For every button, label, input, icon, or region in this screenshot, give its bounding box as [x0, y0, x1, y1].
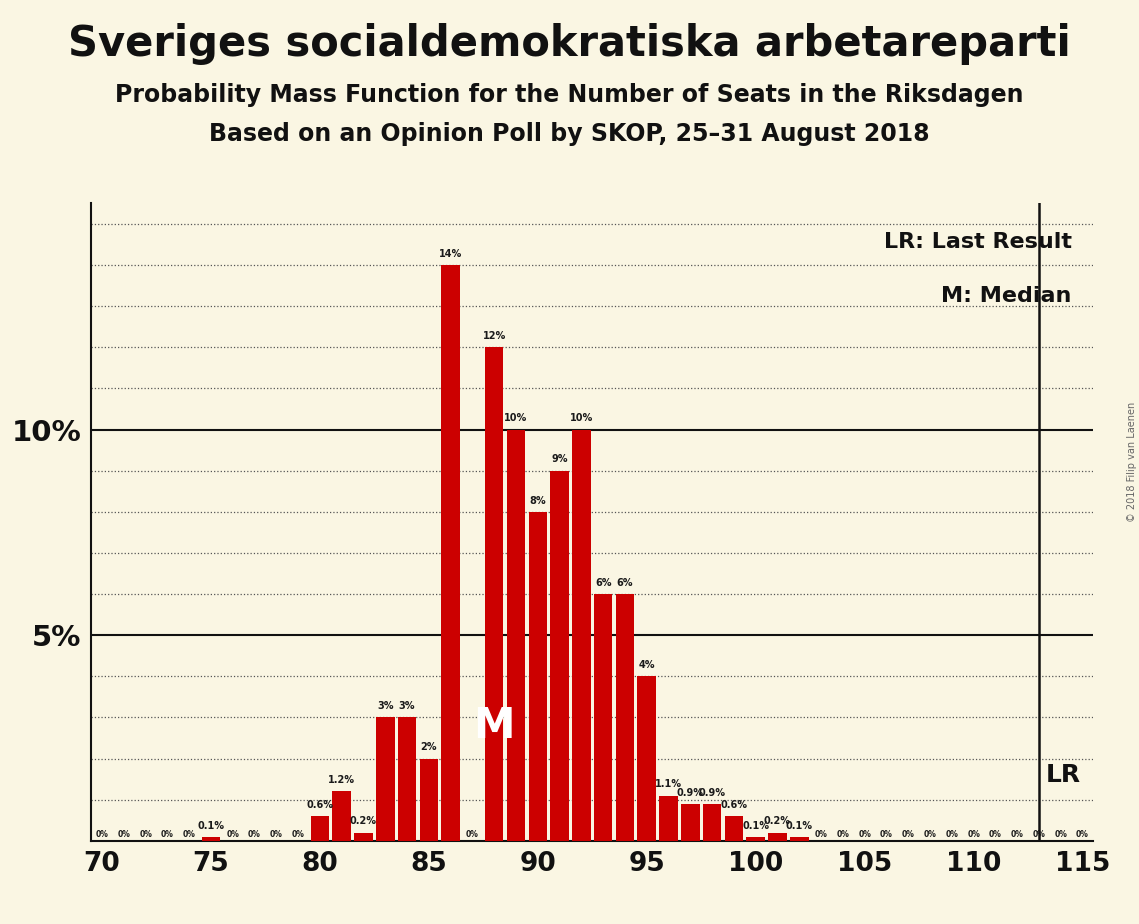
- Text: 0%: 0%: [814, 830, 828, 839]
- Text: 0%: 0%: [1010, 830, 1024, 839]
- Text: 3%: 3%: [399, 701, 416, 711]
- Text: 0%: 0%: [858, 830, 871, 839]
- Text: 0%: 0%: [836, 830, 850, 839]
- Bar: [790, 837, 809, 841]
- Text: 9%: 9%: [551, 455, 568, 465]
- Text: 0.9%: 0.9%: [677, 787, 704, 797]
- Text: 0%: 0%: [924, 830, 936, 839]
- Bar: [333, 792, 351, 841]
- Text: 14%: 14%: [439, 249, 462, 259]
- Text: 0%: 0%: [1033, 830, 1046, 839]
- Bar: [507, 430, 525, 841]
- Bar: [528, 512, 547, 841]
- Text: 0.9%: 0.9%: [698, 787, 726, 797]
- Bar: [638, 676, 656, 841]
- Text: 0.1%: 0.1%: [743, 821, 769, 831]
- Bar: [616, 594, 634, 841]
- Text: 10%: 10%: [570, 413, 593, 423]
- Text: 0%: 0%: [989, 830, 1002, 839]
- Text: 8%: 8%: [530, 495, 546, 505]
- Text: LR: LR: [1046, 763, 1081, 787]
- Text: 0%: 0%: [182, 830, 196, 839]
- Text: 0%: 0%: [117, 830, 130, 839]
- Text: Probability Mass Function for the Number of Seats in the Riksdagen: Probability Mass Function for the Number…: [115, 83, 1024, 107]
- Bar: [202, 837, 220, 841]
- Text: 2%: 2%: [420, 742, 437, 752]
- Bar: [703, 804, 721, 841]
- Text: 1.1%: 1.1%: [655, 780, 682, 789]
- Text: 0%: 0%: [1055, 830, 1067, 839]
- Text: 0%: 0%: [292, 830, 304, 839]
- Text: 1.2%: 1.2%: [328, 775, 355, 785]
- Text: © 2018 Filip van Laenen: © 2018 Filip van Laenen: [1126, 402, 1137, 522]
- Bar: [354, 833, 372, 841]
- Text: 6%: 6%: [616, 578, 633, 588]
- Text: 0.1%: 0.1%: [786, 821, 813, 831]
- Bar: [572, 430, 591, 841]
- Text: 0%: 0%: [466, 830, 478, 839]
- Text: 0.6%: 0.6%: [720, 800, 747, 810]
- Bar: [768, 833, 787, 841]
- Text: 0%: 0%: [880, 830, 893, 839]
- Bar: [311, 816, 329, 841]
- Text: 0%: 0%: [96, 830, 108, 839]
- Bar: [724, 816, 743, 841]
- Bar: [485, 347, 503, 841]
- Text: 10%: 10%: [505, 413, 527, 423]
- Text: M: Median: M: Median: [941, 286, 1072, 306]
- Bar: [550, 470, 568, 841]
- Bar: [659, 796, 678, 841]
- Text: 3%: 3%: [377, 701, 394, 711]
- Text: Sveriges socialdemokratiska arbetareparti: Sveriges socialdemokratiska arbetarepart…: [68, 23, 1071, 65]
- Text: 0%: 0%: [270, 830, 282, 839]
- Bar: [398, 717, 417, 841]
- Text: 0.2%: 0.2%: [350, 817, 377, 826]
- Text: 0%: 0%: [248, 830, 261, 839]
- Text: 0%: 0%: [1076, 830, 1089, 839]
- Text: Based on an Opinion Poll by SKOP, 25–31 August 2018: Based on an Opinion Poll by SKOP, 25–31 …: [210, 122, 929, 146]
- Text: 0.1%: 0.1%: [197, 821, 224, 831]
- Text: 0%: 0%: [945, 830, 958, 839]
- Text: LR: Last Result: LR: Last Result: [884, 232, 1072, 252]
- Text: 0%: 0%: [161, 830, 174, 839]
- Text: 0%: 0%: [902, 830, 915, 839]
- Bar: [746, 837, 765, 841]
- Text: 4%: 4%: [639, 660, 655, 670]
- Text: 0%: 0%: [967, 830, 980, 839]
- Bar: [419, 759, 439, 841]
- Bar: [442, 265, 460, 841]
- Text: 0%: 0%: [227, 830, 239, 839]
- Text: M: M: [474, 705, 515, 747]
- Bar: [681, 804, 699, 841]
- Text: 0.6%: 0.6%: [306, 800, 334, 810]
- Bar: [376, 717, 394, 841]
- Text: 6%: 6%: [595, 578, 612, 588]
- Bar: [593, 594, 613, 841]
- Text: 0%: 0%: [139, 830, 151, 839]
- Text: 0.2%: 0.2%: [764, 817, 790, 826]
- Text: 12%: 12%: [483, 331, 506, 341]
